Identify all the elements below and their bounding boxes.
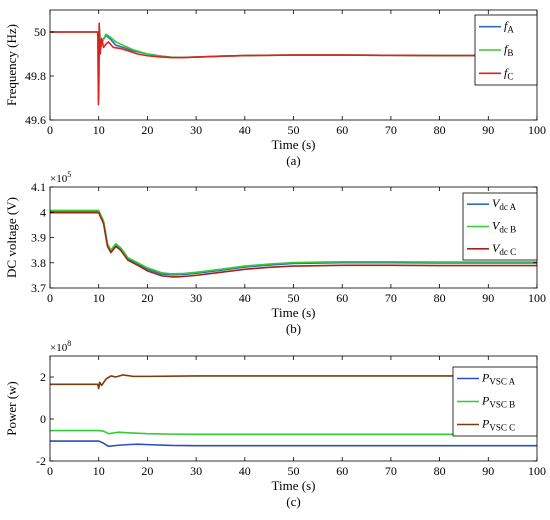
y-tick-label: 3.9	[31, 231, 46, 245]
x-tick-label: 80	[434, 464, 446, 478]
x-tick-label: 90	[482, 464, 494, 478]
x-tick-label: 40	[239, 291, 251, 305]
legend-entry: Vdc B	[492, 219, 516, 235]
x-tick-label: 60	[336, 464, 348, 478]
panel-caption: (b)	[286, 321, 301, 336]
legend: Vdc A Vdc B Vdc C	[462, 192, 538, 261]
y-tick-label: -2	[36, 454, 46, 468]
x-tick-label: 50	[288, 123, 300, 137]
x-tick-label: 0	[47, 291, 53, 305]
series-line-vsc-a	[50, 440, 537, 448]
plot-area	[50, 374, 537, 448]
axis-exponent: ×108	[50, 339, 71, 354]
plot-area	[50, 22, 537, 106]
legend: PVSC A PVSC B PVSC C	[452, 366, 538, 437]
x-tick-label: 100	[528, 464, 546, 478]
legend-entry: Vdc A	[492, 196, 517, 212]
y-axis-label: Frequency (Hz)	[4, 24, 19, 106]
x-tick-label: 100	[528, 291, 546, 305]
x-tick-label: 0	[47, 123, 53, 137]
series-line-dc-c	[50, 211, 537, 278]
y-tick-label: 49.8	[25, 69, 46, 83]
x-tick-label: 30	[190, 464, 202, 478]
legend-entry: fC	[504, 65, 513, 81]
series-line-c	[50, 22, 537, 106]
legend-entry: PVSC A	[481, 371, 516, 387]
y-tick-label: 2	[40, 370, 46, 384]
y-axis-label: Power (w)	[4, 381, 19, 436]
legend-entry: Vdc C	[492, 241, 516, 257]
series-line-dc-b	[50, 209, 537, 275]
series-line-b	[50, 29, 537, 99]
series-line-vsc-b	[50, 429, 537, 436]
x-tick-label: 40	[239, 123, 251, 137]
x-tick-label: 70	[385, 464, 397, 478]
panel-caption: (a)	[286, 153, 300, 168]
series-line-vsc-c	[50, 374, 537, 390]
y-tick-label: 3.7	[31, 281, 46, 295]
x-tick-label: 0	[47, 464, 53, 478]
x-tick-label: 90	[482, 291, 494, 305]
legend-entry: PVSC B	[481, 394, 515, 410]
x-tick-label: 80	[434, 123, 446, 137]
x-tick-label: 10	[93, 291, 105, 305]
x-tick-label: 30	[190, 123, 202, 137]
legend-entry: fA	[504, 19, 514, 35]
panel-caption: (c)	[286, 494, 300, 509]
x-tick-label: 10	[93, 123, 105, 137]
x-tick-label: 60	[336, 123, 348, 137]
chart-panel-1: 0 10 20 30 40 50 60 70 80 90 100 3.7 3.8 3.9 4 4.1 ×105 T…	[4, 170, 546, 336]
x-tick-label: 50	[288, 464, 300, 478]
x-axis-label: Time (s)	[272, 137, 316, 152]
axes-box	[49, 9, 538, 121]
series-line-a	[50, 29, 537, 99]
x-tick-label: 100	[528, 123, 546, 137]
x-tick-label: 20	[141, 464, 153, 478]
x-tick-label: 30	[190, 291, 202, 305]
y-tick-label: 4	[40, 205, 46, 219]
x-tick-label: 70	[385, 291, 397, 305]
y-tick-label: 49.6	[25, 113, 46, 127]
x-axis-label: Time (s)	[272, 305, 316, 320]
y-tick-label: 0	[40, 412, 46, 426]
legend-entry: fB	[504, 42, 513, 58]
x-tick-label: 40	[239, 464, 251, 478]
y-axis-label: DC voltage (V)	[4, 197, 19, 278]
y-tick-label: 50	[34, 25, 46, 39]
x-axis-label: Time (s)	[272, 478, 316, 493]
y-tick-label: 3.8	[31, 256, 46, 270]
y-tick-label: 4.1	[31, 180, 46, 194]
legend-entry: PVSC C	[481, 417, 515, 433]
legend: fA fB fC	[474, 14, 538, 86]
axis-exponent: ×105	[50, 170, 71, 185]
x-tick-label: 90	[482, 123, 494, 137]
x-tick-label: 10	[93, 464, 105, 478]
x-tick-label: 20	[141, 291, 153, 305]
x-tick-label: 20	[141, 123, 153, 137]
x-tick-label: 80	[434, 291, 446, 305]
x-tick-label: 70	[385, 123, 397, 137]
plot-area	[50, 209, 537, 278]
x-tick-label: 50	[288, 291, 300, 305]
x-tick-label: 60	[336, 291, 348, 305]
